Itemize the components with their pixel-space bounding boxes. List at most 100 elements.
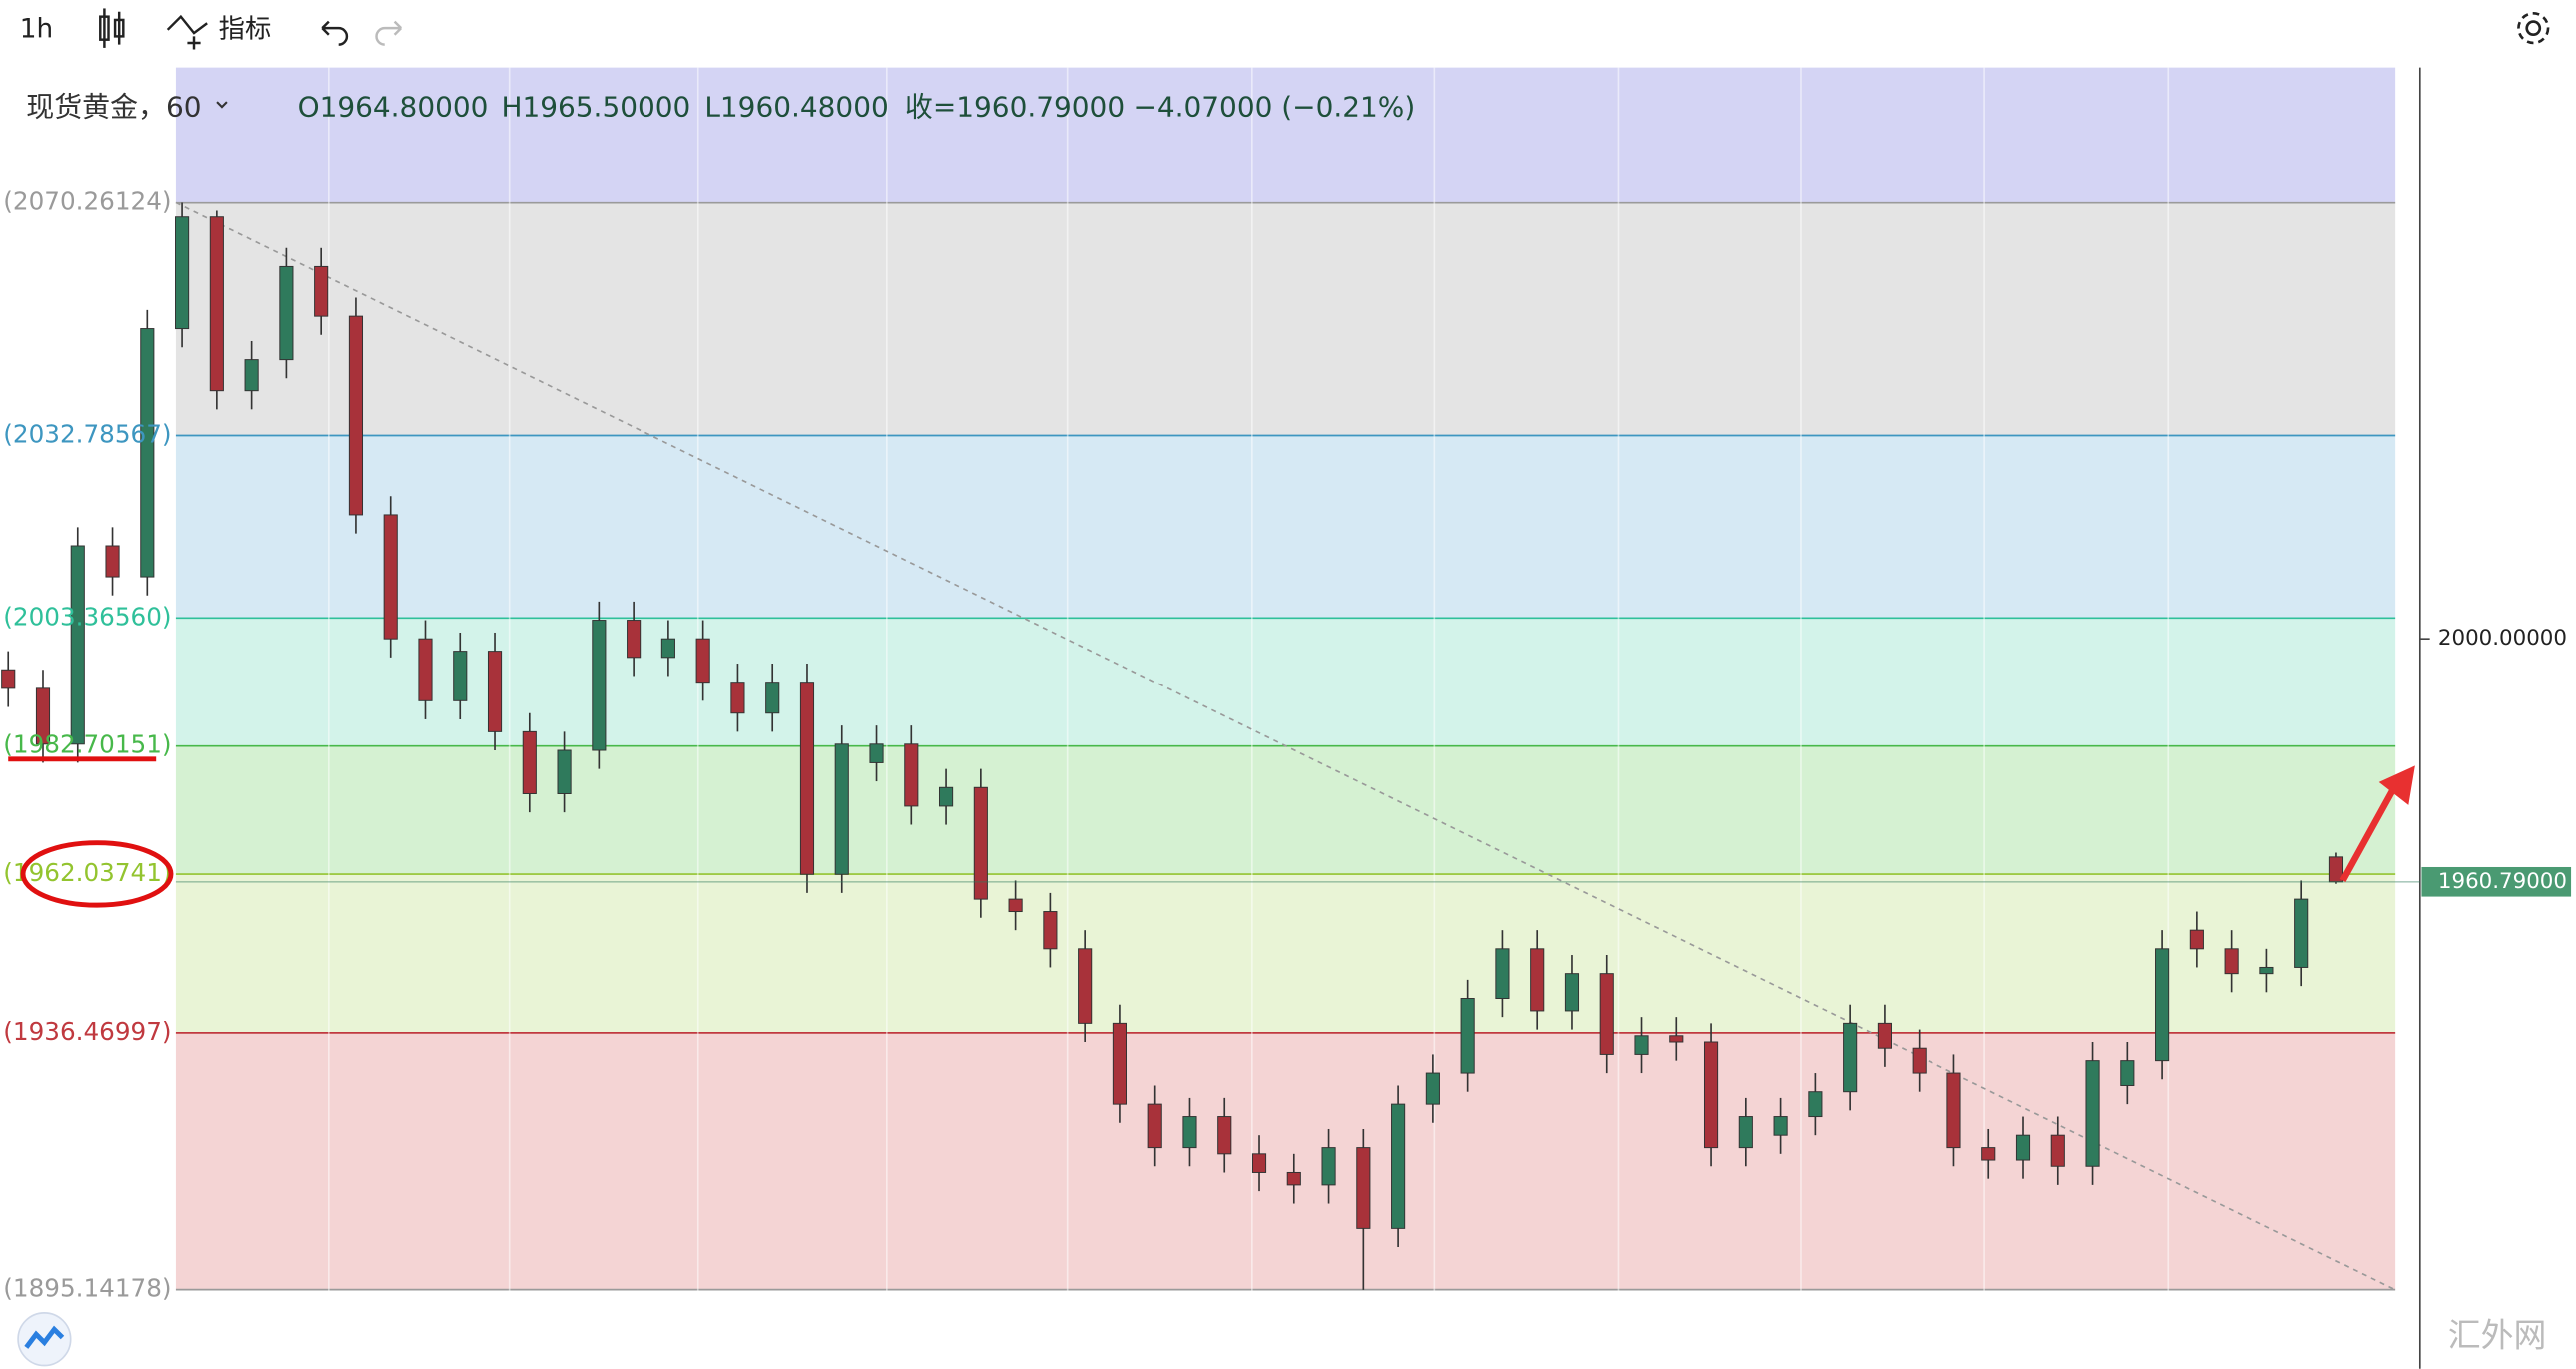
candle-body: [1808, 1091, 1823, 1118]
fib-trend-line: [175, 201, 2396, 1291]
candle-body: [522, 730, 537, 794]
fib-level-label: (1982.70151): [3, 730, 171, 759]
annotation-arrow: [2339, 783, 2399, 883]
fib-band: [175, 745, 2396, 875]
fib-labels: (2070.26124) (2032.78567) (2003.36560) (198…: [3, 187, 171, 1303]
candle-body: [1669, 1035, 1684, 1043]
candle-body: [2294, 898, 2309, 968]
fib-band: [175, 435, 2396, 619]
candle-body: [175, 216, 190, 330]
candle-body: [1738, 1116, 1753, 1149]
ohlc-close: 收=1960.79000: [905, 91, 1125, 124]
candle-body: [695, 638, 710, 684]
candle-body: [1564, 973, 1580, 1012]
chart-type-button[interactable]: [99, 8, 125, 48]
candle-body: [140, 328, 155, 578]
fib-level-label: (1895.14178): [3, 1274, 171, 1303]
annotation-circle: [20, 840, 174, 908]
candle-body: [244, 359, 259, 392]
candle-body: [1043, 911, 1058, 950]
fib-level-label: (2070.26124): [3, 187, 171, 216]
candle-body: [1251, 1153, 1267, 1173]
fib-band: [175, 202, 2396, 436]
ohlc-open: O1964.80000: [298, 91, 489, 124]
candle-body: [627, 620, 642, 659]
indicator-plus: [187, 36, 201, 50]
annotation-arrowhead: [2378, 765, 2415, 805]
candle-body: [2328, 856, 2344, 883]
candle-body: [2050, 1134, 2065, 1167]
candle-body: [383, 514, 398, 640]
ohlc-change: −4.07000 (−0.21%): [1133, 91, 1415, 124]
last-price-tag: [2421, 866, 2572, 897]
fib-band: [175, 874, 2396, 1033]
y-tick-label: 2000.00000: [2438, 626, 2567, 651]
candle-body: [660, 638, 675, 659]
candle-body: [1078, 948, 1093, 1024]
candle-body: [1112, 1022, 1128, 1105]
candle-body: [1425, 1072, 1440, 1105]
last-price-label: 1960.79000: [2438, 869, 2567, 894]
candle-body: [1981, 1147, 1996, 1161]
fib-level-label: (1962.03741): [3, 858, 171, 887]
fib-level-label: (2032.78567): [3, 420, 171, 449]
candle-body: [1946, 1072, 1961, 1149]
candle-body: [1530, 948, 1545, 1012]
toolbar: [0, 0, 2576, 63]
interval-button[interactable]: 1h: [20, 14, 53, 44]
candle-body: [1460, 998, 1475, 1074]
candle-body: [487, 651, 503, 732]
candle-body: [35, 687, 51, 745]
ohlc-high: H1965.50000: [501, 91, 690, 124]
fib-level-label: (2003.36560): [3, 602, 171, 631]
candle-body: [1495, 948, 1510, 1000]
logo-mark: [24, 1325, 65, 1349]
candle-body: [1356, 1147, 1371, 1229]
candle-body: [105, 545, 120, 578]
candle-body: [1182, 1116, 1197, 1149]
watermark: 汇外网: [2448, 1316, 2547, 1355]
candle-body: [418, 638, 433, 701]
candle-body: [799, 682, 815, 875]
candle-body: [453, 651, 468, 701]
ohlc-low: L1960.48000: [704, 91, 888, 124]
candle-body: [2224, 948, 2239, 975]
undo-button[interactable]: [321, 20, 349, 46]
candle-body: [70, 545, 85, 745]
candle-body: [348, 315, 364, 516]
symbol-label[interactable]: 现货黄金，60: [26, 91, 201, 124]
price-axis: 2000.00000 1960.79000: [175, 626, 2572, 897]
candle-body: [1703, 1041, 1719, 1149]
indicator-icon: [166, 14, 208, 35]
candle-body: [1599, 973, 1614, 1055]
candle-body: [904, 743, 919, 807]
settings-button[interactable]: [2517, 12, 2550, 45]
candle-body: [834, 743, 849, 875]
candle-body: [1008, 898, 1023, 913]
candle-body: [209, 216, 224, 392]
candle-body: [557, 749, 572, 794]
candle-body: [2259, 966, 2274, 975]
indicators-button[interactable]: 指标: [219, 14, 272, 44]
candle-body: [1843, 1022, 1858, 1093]
candle-body: [314, 265, 329, 317]
fib-bands: [175, 67, 2396, 1291]
candle-body: [1912, 1047, 1927, 1074]
candle-body: [2015, 1134, 2031, 1161]
candle-body: [869, 743, 884, 763]
candle-body: [1634, 1035, 1649, 1055]
candle-body: [2155, 948, 2170, 1062]
candle-body: [2120, 1060, 2135, 1086]
candle-body: [765, 682, 780, 714]
redo-button[interactable]: [375, 20, 403, 46]
fib-band: [175, 618, 2396, 746]
candle-body: [1, 669, 16, 689]
symbol-dropdown[interactable]: [216, 101, 228, 109]
candle-body: [2189, 929, 2204, 950]
candle-body: [1321, 1147, 1336, 1186]
candle-body: [973, 786, 988, 900]
candle-body: [1217, 1116, 1232, 1155]
candle-body: [1286, 1171, 1301, 1186]
candle-body: [2085, 1060, 2100, 1167]
